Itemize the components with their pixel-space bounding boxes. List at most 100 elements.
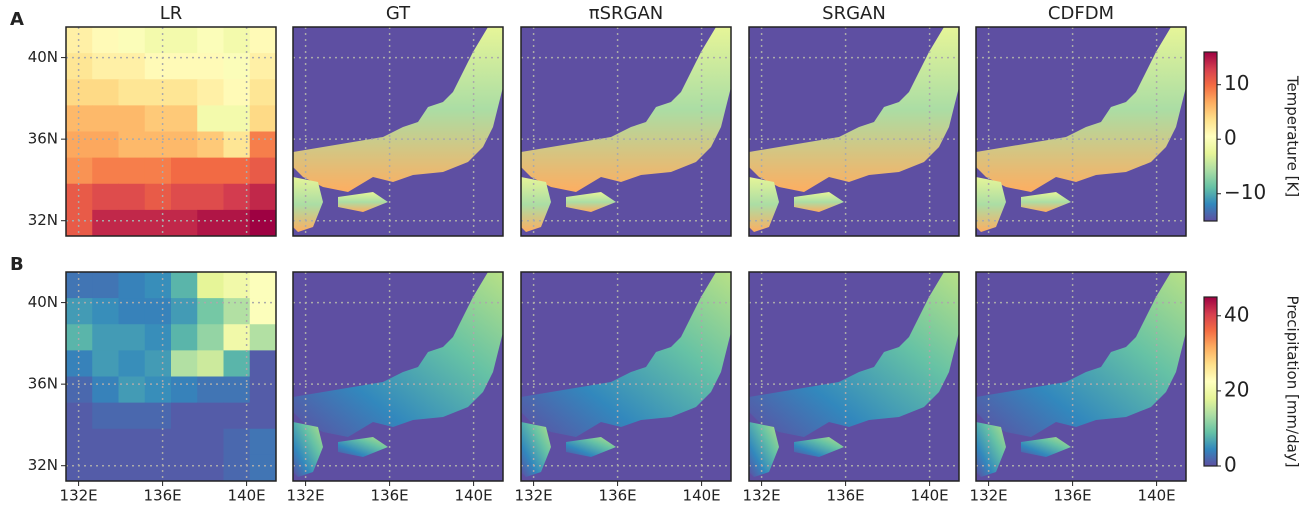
map-panel: 132E 136E 140E — [743, 271, 960, 505]
grid-cell — [66, 376, 93, 404]
grid-cell — [118, 376, 146, 404]
panel-frame — [292, 26, 504, 237]
grid-cell — [223, 157, 251, 185]
panel-frame — [748, 271, 960, 482]
grid-cell — [249, 53, 277, 80]
column-title: LR — [160, 3, 183, 24]
x-tick-label: 140E — [911, 487, 949, 505]
grid-cell — [66, 272, 93, 299]
column-title: SRGAN — [822, 3, 886, 24]
grid-cell — [144, 428, 172, 456]
x-tick-label: 140E — [1138, 487, 1176, 505]
grid-cell — [92, 454, 119, 482]
grid-cell — [249, 157, 277, 185]
panel-frame — [975, 26, 1187, 237]
grid-cell — [118, 183, 146, 211]
grid-cell — [171, 105, 198, 132]
grid-cell — [223, 209, 251, 237]
grid-cell — [223, 324, 251, 351]
grid-cell — [249, 209, 277, 237]
grid-cell — [66, 428, 93, 456]
grid-cell — [144, 27, 172, 54]
grid-cell — [249, 131, 277, 159]
grid-cell — [197, 131, 224, 159]
grid-cell — [144, 402, 172, 430]
grid-cell — [197, 402, 224, 430]
grid-cell — [118, 350, 146, 377]
x-tick-label: 132E — [60, 487, 98, 505]
y-tick-label: 40N — [28, 293, 58, 311]
grid-cell — [92, 209, 119, 237]
map-panel: 32N 36N 40N 132E 136E 140E — [28, 271, 277, 505]
colorbar-tick-label: 0 — [1224, 453, 1237, 477]
grid-cell — [197, 105, 224, 132]
grid-cell — [144, 131, 172, 159]
grid-cell — [66, 79, 93, 106]
grid-cell — [171, 324, 198, 351]
colorbar-label: Temperature [K] — [1284, 75, 1302, 197]
grid-cell — [249, 298, 277, 325]
grid-cell — [92, 428, 119, 456]
grid-cell — [171, 27, 198, 54]
grid-cell — [171, 79, 198, 106]
y-tick-label: 32N — [28, 456, 58, 474]
grid-cell — [223, 53, 251, 80]
y-tick-label: 40N — [28, 48, 58, 66]
grid-cell — [92, 157, 119, 185]
grid-cell — [118, 27, 146, 54]
x-tick-label: 140E — [455, 487, 493, 505]
x-tick-label: 136E — [371, 487, 409, 505]
grid-cell — [249, 272, 277, 299]
grid-cell — [249, 376, 277, 404]
grid-cell — [223, 183, 251, 211]
panel-frame — [292, 271, 504, 482]
grid-cell — [118, 53, 146, 80]
grid-cell — [171, 454, 198, 482]
grid-cell — [144, 105, 172, 132]
colorbar-tick-label: −10 — [1224, 180, 1266, 204]
map-panel: 132E 136E 140E — [515, 271, 732, 505]
grid-cell — [144, 298, 172, 325]
grid-cell — [144, 183, 172, 211]
grid-cell — [92, 376, 119, 404]
grid-cell — [171, 428, 198, 456]
grid-cell — [171, 376, 198, 404]
grid-cell — [223, 402, 251, 430]
grid-cell — [66, 324, 93, 351]
grid-cell — [223, 454, 251, 482]
map-panel: 32N 36N 40N — [28, 26, 277, 237]
grid-cell — [223, 350, 251, 377]
x-tick-label: 132E — [287, 487, 325, 505]
row-label: B — [10, 254, 24, 275]
x-tick-label: 132E — [970, 487, 1008, 505]
grid-cell — [223, 428, 251, 456]
grid-cell — [144, 157, 172, 185]
grid-cell — [66, 209, 93, 237]
grid-cell — [171, 183, 198, 211]
panel-frame — [975, 271, 1187, 482]
grid-cell — [249, 350, 277, 377]
grid-cell — [118, 272, 146, 299]
grid-cell — [223, 79, 251, 106]
grid-cell — [66, 454, 93, 482]
grid-cell — [171, 402, 198, 430]
grid-cell — [197, 183, 224, 211]
grid-cell — [171, 209, 198, 237]
grid-cell — [144, 53, 172, 80]
grid-cell — [92, 402, 119, 430]
x-tick-label: 136E — [827, 487, 865, 505]
column-title: CDFDM — [1048, 3, 1114, 24]
grid-cell — [118, 209, 146, 237]
grid-cell — [249, 428, 277, 456]
grid-cell — [144, 454, 172, 482]
grid-cell — [66, 27, 93, 54]
x-tick-label: 140E — [228, 487, 266, 505]
colorbar — [1203, 51, 1218, 222]
grid-cell — [197, 272, 224, 299]
grid-cell — [171, 131, 198, 159]
grid-cell — [223, 272, 251, 299]
colorbar — [1203, 296, 1218, 467]
column-title: GT — [386, 3, 411, 24]
